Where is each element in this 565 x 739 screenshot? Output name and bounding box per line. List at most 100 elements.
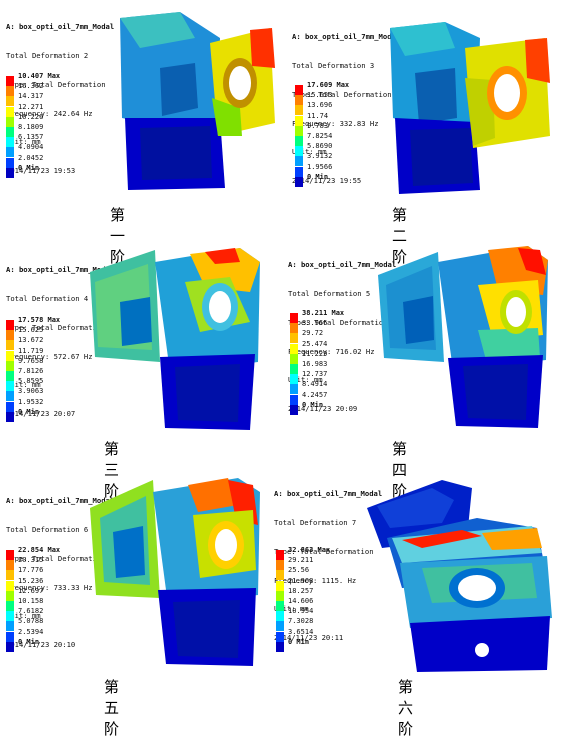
mode-caption: 第三阶 [104, 440, 120, 500]
legend-color-swatch [295, 146, 303, 157]
fea-model-render [390, 22, 550, 194]
legend-row: 5.8595 [6, 377, 126, 392]
legend-value: 11.74 [307, 111, 329, 120]
legend-row: 38.211 Max [290, 309, 410, 323]
legend-row: 0 Min [6, 638, 126, 652]
legend-value: 21.229 [302, 349, 328, 358]
legend-color-swatch [290, 323, 298, 334]
legend-value: 29.72 [302, 329, 324, 338]
legend-value: 38.211 Max [302, 309, 345, 317]
legend-color-swatch [276, 601, 284, 611]
legend-color-swatch [6, 127, 14, 137]
legend-row: 18.257 [276, 587, 396, 601]
legend-row: 10.226 [6, 113, 126, 127]
legend-row: 16.983 [290, 360, 410, 374]
legend-row: 4.2457 [290, 391, 410, 405]
legend-row: 16.362 [6, 82, 126, 97]
legend-row: 33.966 [290, 319, 410, 334]
legend-color-swatch [6, 550, 14, 560]
legend-value: 14.317 [18, 92, 44, 101]
legend-value: 32.863 Max [288, 546, 331, 554]
header-unit: Unit: mm [6, 137, 41, 147]
legend-row: 11.74 [295, 112, 415, 126]
legend-row: 13.696 [295, 101, 415, 116]
legend-row: 29.72 [290, 329, 410, 344]
header-unit: Unit: mm [6, 380, 41, 390]
legend-row: 5.0788 [6, 617, 126, 632]
result-header: A: box_opti_oil_7mm_Modal Total Deformat… [288, 241, 396, 433]
legend-color-swatch [290, 364, 298, 374]
legend-color-swatch [276, 550, 284, 560]
legend-value: 0 Min [302, 400, 324, 409]
legend-color-swatch [276, 621, 284, 632]
legend-row: 8.1809 [6, 123, 126, 137]
legend-row: 9.783 [295, 122, 415, 136]
legend-value: 15.236 [18, 576, 44, 585]
legend-value: 7.8126 [18, 367, 44, 375]
legend-color-swatch [290, 313, 298, 323]
legend-row: 15.653 [295, 91, 415, 106]
legend-value: 5.8690 [307, 142, 333, 151]
legend-color-swatch [6, 116, 14, 127]
legend-value: 12.697 [18, 586, 44, 595]
legend-color-swatch [276, 641, 284, 652]
legend-row: 12.271 [6, 103, 126, 117]
header-timestamp: 2014/11/23 19:55 [292, 176, 362, 186]
header-frequency: Frequency: 716.02 Hz [288, 346, 375, 356]
header-title: A: box_opti_oil_7mm_Modal [292, 32, 401, 42]
header-type: Type: Total Deformation [6, 553, 106, 563]
legend-color-swatch [290, 353, 298, 364]
legend-row: 13.672 [6, 336, 126, 351]
legend-value: 7.6182 [18, 607, 44, 616]
legend-row: 0 Min [276, 638, 396, 652]
legend-row: 29.211 [276, 556, 396, 571]
legend-row: 9.7658 [6, 357, 126, 371]
legend-value: 10.407 Max [18, 72, 61, 80]
legend-row: 7.8254 [295, 132, 415, 146]
legend-color-swatch [276, 611, 284, 622]
legend-row: 0 Min [290, 401, 410, 415]
mode-caption: 第二阶 [392, 206, 408, 266]
result-header: A: box_opti_oil_7mm_Modal Total Deformat… [6, 3, 114, 195]
legend-row: 0 Min [6, 164, 126, 178]
legend-color-swatch [6, 86, 14, 97]
header-unit: Unit: mm [274, 604, 309, 614]
legend-row: 5.8690 [295, 142, 415, 157]
legend-color-swatch [6, 411, 14, 422]
legend-color-swatch [295, 125, 303, 136]
legend-row: 15.625 [6, 326, 126, 341]
legend-color-swatch [6, 340, 14, 351]
legend-color-swatch [295, 136, 303, 146]
legend-color-swatch [290, 384, 298, 395]
header-timestamp: 2014/11/23 20:10 [6, 640, 76, 650]
legend-color-swatch [290, 404, 298, 415]
legend-color-swatch [6, 147, 14, 158]
legend-row: 14.606 [276, 597, 396, 611]
header-result-name: Total Deformation 4 [6, 293, 89, 303]
legend-value: 3.6514 [288, 627, 314, 636]
header-unit: Unit: mm [6, 611, 41, 621]
legend-value: 0 Min [18, 163, 40, 172]
legend-value: 25.56 [288, 566, 310, 575]
header-unit: Unit: mm [288, 375, 323, 385]
fea-model-render [90, 248, 260, 430]
legend-value: 0 Min [307, 172, 329, 181]
legend-color-swatch [6, 570, 14, 581]
header-frequency: Frequency: 242.64 Hz [6, 108, 93, 118]
legend-color-swatch [6, 401, 14, 412]
legend-value: 12.737 [302, 370, 328, 379]
legend-row: 1.9566 [295, 163, 415, 177]
header-timestamp: 2014/11/23 20:07 [6, 409, 76, 419]
header-frequency: Frequency: 733.33 Hz [6, 582, 93, 592]
header-timestamp: 2014/11/23 20:11 [274, 633, 344, 643]
legend-color-swatch [295, 105, 303, 116]
header-type: Type: Total Deformation [6, 79, 106, 89]
result-header: A: box_opti_oil_7mm_Modal Total Deformat… [274, 470, 382, 662]
legend-color-swatch [6, 391, 14, 402]
legend-value: 4.0904 [18, 143, 44, 152]
legend-value: 2.0452 [18, 153, 44, 162]
legend-row: 1.9532 [6, 398, 126, 412]
header-timestamp: 2014/11/23 19:53 [6, 166, 76, 176]
legend-row: 3.6514 [276, 628, 396, 642]
legend-row: 32.863 Max [276, 546, 396, 560]
